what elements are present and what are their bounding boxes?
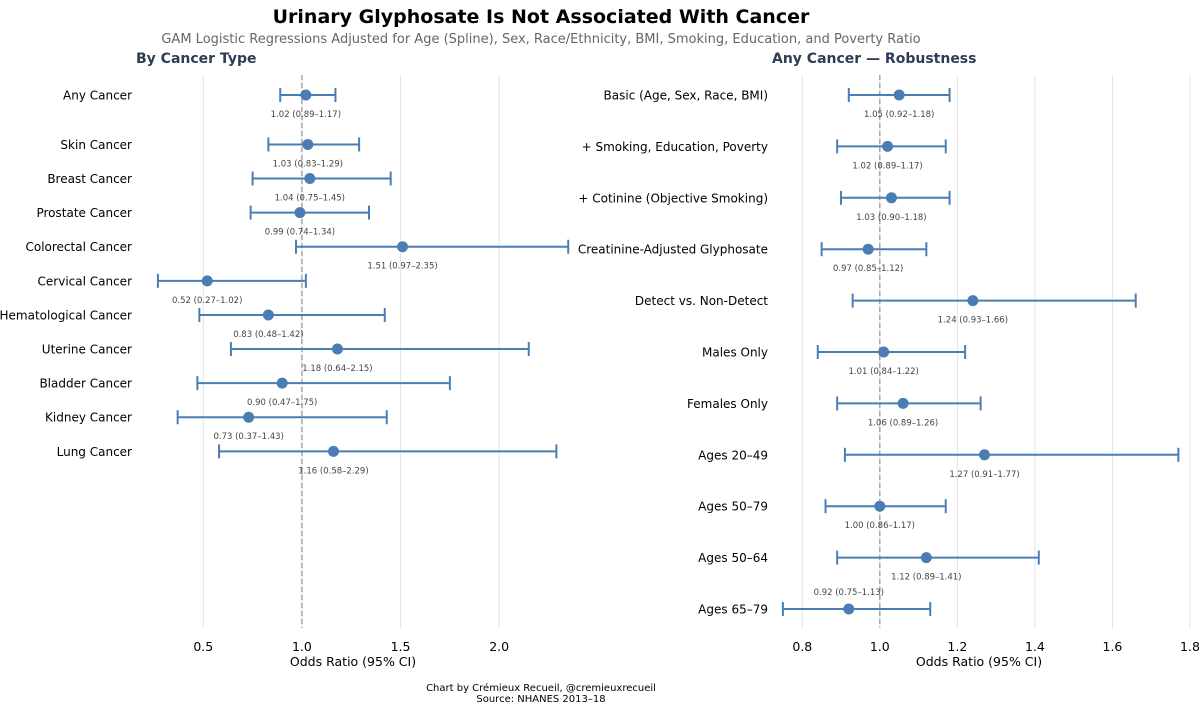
data-label: 0.92 (0.75–1.13) xyxy=(814,588,884,598)
data-label: 0.73 (0.37–1.43) xyxy=(213,432,283,442)
x-tick-label: 0.8 xyxy=(792,639,812,654)
estimate-point xyxy=(874,500,886,512)
data-label: 1.27 (0.91–1.77) xyxy=(949,470,1019,480)
x-tick-label: 1.4 xyxy=(1025,639,1045,654)
x-tick-label: 1.5 xyxy=(391,639,411,654)
category-label: Breast Cancer xyxy=(47,172,132,186)
estimate-point xyxy=(893,89,905,101)
left-forest-plot: 0.5 1.0 1.5 2.0 Any Cancer 1.02 (0.89–1.17) Sk… xyxy=(0,75,570,654)
estimate-point xyxy=(897,397,909,409)
estimate-point xyxy=(294,207,306,219)
data-label: 0.90 (0.47–1.75) xyxy=(247,398,317,408)
category-label: Creatinine-Adjusted Glyphosate xyxy=(578,243,768,257)
category-label: Hematological Cancer xyxy=(0,308,132,322)
estimate-point xyxy=(262,309,274,321)
x-tick-label: 0.5 xyxy=(193,639,213,654)
data-label: 1.02 (0.89–1.17) xyxy=(271,110,341,120)
data-label: 0.83 (0.48–1.42) xyxy=(233,330,303,340)
category-label: Bladder Cancer xyxy=(39,377,132,391)
left-x-axis-label: Odds Ratio (95% CI) xyxy=(290,654,416,669)
estimate-point xyxy=(300,89,312,101)
data-label: 1.03 (0.90–1.18) xyxy=(856,213,926,223)
data-label: 1.03 (0.83–1.29) xyxy=(273,159,343,169)
data-label: 0.97 (0.85–1.12) xyxy=(833,264,903,274)
x-tick-label: 1.2 xyxy=(947,639,967,654)
estimate-point xyxy=(979,449,990,461)
estimate-point xyxy=(304,173,316,185)
category-label: Detect vs. Non-Detect xyxy=(635,294,768,308)
estimate-point xyxy=(302,138,314,150)
right-forest-plot: 0.8 1.0 1.2 1.4 1.6 1.8 Basic (Age, Sex, Race,… xyxy=(578,75,1200,654)
estimate-point xyxy=(967,295,979,307)
estimate-point xyxy=(920,552,932,564)
category-label: Cervical Cancer xyxy=(38,274,133,288)
category-label: Any Cancer xyxy=(63,89,132,103)
data-label: 1.18 (0.64–2.15) xyxy=(302,364,372,374)
estimate-point xyxy=(327,445,339,457)
category-label: Lung Cancer xyxy=(57,445,132,459)
chart-subtitle: GAM Logistic Regressions Adjusted for Ag… xyxy=(161,32,920,47)
estimate-point xyxy=(885,192,897,204)
data-label: 1.00 (0.86–1.17) xyxy=(845,521,915,531)
data-label: 0.99 (0.74–1.34) xyxy=(265,228,335,238)
category-label: Prostate Cancer xyxy=(36,206,132,220)
data-label: 1.02 (0.89–1.17) xyxy=(852,161,922,171)
category-label: Ages 20–49 xyxy=(698,448,768,462)
footer-source: Source: NHANES 2013–18 xyxy=(476,694,605,705)
x-tick-label: 1.0 xyxy=(870,639,890,654)
x-tick-label: 1.6 xyxy=(1103,639,1123,654)
estimate-point xyxy=(843,603,855,615)
category-label: Ages 50–79 xyxy=(698,500,768,514)
data-label: 1.12 (0.89–1.41) xyxy=(891,573,961,583)
x-tick-label: 1.0 xyxy=(292,639,312,654)
data-label: 1.06 (0.89–1.26) xyxy=(868,418,938,428)
category-label: Females Only xyxy=(687,397,768,411)
estimate-point xyxy=(397,241,409,253)
left-panel-title: By Cancer Type xyxy=(136,51,256,67)
x-tick-label: 2.0 xyxy=(489,639,509,654)
estimate-point xyxy=(201,275,213,287)
data-label: 1.16 (0.58–2.29) xyxy=(298,466,368,476)
right-panel-title: Any Cancer — Robustness xyxy=(772,51,976,67)
category-label: + Smoking, Education, Poverty xyxy=(582,140,768,154)
estimate-point xyxy=(243,411,255,423)
data-label: 1.01 (0.84–1.22) xyxy=(849,367,919,377)
estimate-point xyxy=(882,140,894,152)
category-label: Ages 50–64 xyxy=(698,551,768,565)
estimate-point xyxy=(276,377,288,389)
footer-credit: Chart by Crémieux Recueil, @cremieuxrecu… xyxy=(426,682,656,694)
data-label: 1.24 (0.93–1.66) xyxy=(938,316,1008,326)
estimate-point xyxy=(331,343,343,355)
category-label: Males Only xyxy=(702,346,768,360)
estimate-point xyxy=(862,243,874,255)
data-label: 1.05 (0.92–1.18) xyxy=(864,110,934,120)
category-label: Colorectal Cancer xyxy=(25,240,132,254)
estimate-point xyxy=(878,346,890,358)
category-label: Skin Cancer xyxy=(60,138,132,152)
right-x-axis-label: Odds Ratio (95% CI) xyxy=(916,654,1042,669)
category-label: Ages 65–79 xyxy=(698,603,768,617)
data-label: 0.52 (0.27–1.02) xyxy=(172,296,242,306)
category-label: + Cotinine (Objective Smoking) xyxy=(578,191,768,205)
chart-title: Urinary Glyphosate Is Not Associated Wit… xyxy=(273,6,810,28)
category-label: Basic (Age, Sex, Race, BMI) xyxy=(604,89,768,103)
data-label: 1.51 (0.97–2.35) xyxy=(367,262,437,272)
category-label: Kidney Cancer xyxy=(45,411,132,425)
x-tick-label: 1.8 xyxy=(1180,639,1200,654)
data-label: 1.04 (0.75–1.45) xyxy=(275,194,345,204)
category-label: Uterine Cancer xyxy=(42,343,132,357)
